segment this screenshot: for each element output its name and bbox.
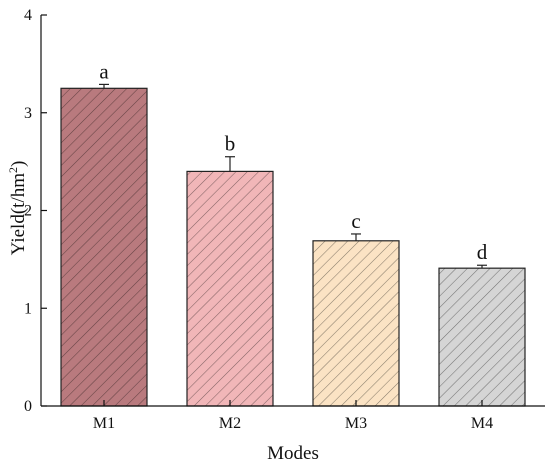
y-tick-label: 2 xyxy=(24,203,32,220)
y-tick-label: 3 xyxy=(24,105,32,122)
y-tick-label: 0 xyxy=(24,398,32,415)
y-tick-label: 1 xyxy=(24,300,32,317)
error-bars xyxy=(99,83,487,269)
bar-m2 xyxy=(186,170,274,407)
y-axis-title: Yield(t/hm2) xyxy=(6,161,29,256)
significance-label-m4: d xyxy=(477,240,488,264)
y-axis-ticks: 0 1 2 3 4 xyxy=(24,7,47,415)
x-tick-label: M4 xyxy=(471,415,493,432)
bar-m4 xyxy=(438,267,526,407)
y-tick-label: 4 xyxy=(24,7,32,24)
x-axis-ticks: M1 M2 M3 M4 xyxy=(93,400,493,432)
significance-label-m2: b xyxy=(225,132,236,156)
x-axis-title: Modes xyxy=(267,443,319,464)
bars xyxy=(60,87,526,407)
bar-m3 xyxy=(312,240,400,407)
x-tick-label: M2 xyxy=(219,415,241,432)
significance-label-m3: c xyxy=(351,209,360,233)
bar-m1 xyxy=(60,87,148,407)
significance-labels: a b c d xyxy=(99,59,487,264)
significance-label-m1: a xyxy=(99,59,109,83)
x-tick-label: M3 xyxy=(345,415,367,432)
x-tick-label: M1 xyxy=(93,415,115,432)
